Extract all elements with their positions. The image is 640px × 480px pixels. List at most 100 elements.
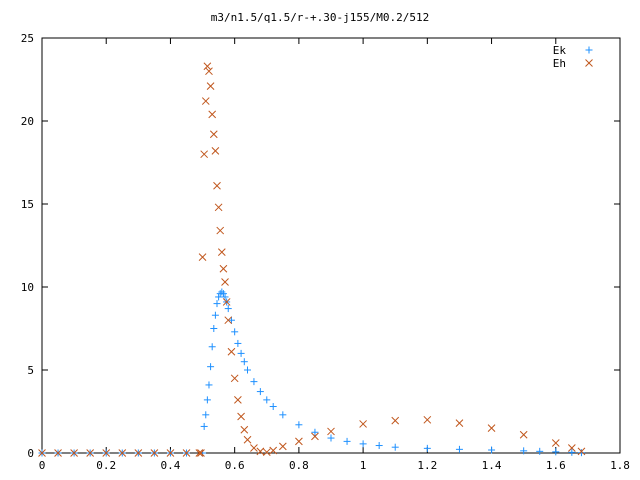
data-point (118, 449, 127, 457)
data-point (166, 449, 175, 457)
data-point (182, 449, 191, 457)
data-point (375, 442, 383, 450)
series-ek (38, 288, 585, 457)
data-point (222, 298, 231, 306)
data-point (577, 449, 585, 457)
axes: 0 0.2 0.4 0.6 0.8 1 1.2 1.4 1.6 1.8 0 5 10 15 20 25 (21, 32, 630, 472)
chart-title: m3/n1.5/q1.5/r-+.30-j155/M0.2/512 (211, 11, 430, 24)
data-point (200, 150, 209, 159)
y-tick-label: 15 (21, 198, 34, 211)
data-point (207, 363, 215, 371)
data-point (227, 316, 235, 324)
data-point (311, 428, 319, 436)
data-point (423, 415, 432, 424)
data-point (213, 181, 221, 190)
data-point (250, 378, 258, 386)
data-point (327, 434, 335, 442)
data-point (455, 445, 463, 453)
data-point (391, 416, 400, 425)
data-point (150, 449, 159, 457)
data-point (209, 130, 218, 139)
data-point (237, 349, 245, 357)
data-point (206, 82, 215, 90)
x-tick-label: 1.8 (610, 459, 630, 472)
data-point (269, 446, 278, 455)
data-point (244, 366, 252, 374)
data-point (279, 411, 287, 419)
data-point (577, 447, 586, 456)
data-point (240, 425, 249, 434)
data-point (38, 449, 46, 457)
data-point (199, 449, 207, 457)
data-point (230, 374, 239, 383)
data-point (211, 311, 219, 319)
data-point (227, 347, 236, 356)
legend-marker (585, 46, 593, 54)
data-point (215, 293, 223, 301)
data-point (237, 412, 245, 421)
data-point (359, 420, 367, 428)
x-tick-label: 0.4 (161, 459, 181, 472)
data-point (214, 203, 223, 212)
data-point (343, 437, 351, 445)
data-point (211, 147, 220, 155)
data-point (216, 226, 225, 235)
data-point (552, 448, 560, 456)
legend-marker (585, 59, 593, 67)
data-point (205, 381, 213, 389)
data-point (250, 444, 258, 452)
data-point (520, 447, 528, 455)
data-point (256, 447, 265, 456)
x-tick-label: 1 (360, 459, 367, 472)
legend-label: Eh (553, 57, 566, 70)
data-point (243, 435, 252, 444)
legend-label: Ek (553, 44, 567, 57)
data-point (240, 358, 248, 366)
data-point (567, 444, 576, 452)
data-point (213, 300, 221, 308)
data-point (231, 328, 239, 336)
x-tick-label: 0.2 (96, 459, 116, 472)
data-point (219, 264, 228, 273)
x-tick-label: 0.6 (225, 459, 245, 472)
data-point (198, 253, 207, 261)
data-point (221, 293, 229, 301)
data-point (487, 424, 496, 432)
data-point (54, 449, 62, 457)
data-point (195, 449, 204, 457)
data-point (202, 411, 210, 419)
data-point (203, 396, 211, 404)
data-point (203, 62, 212, 71)
data-point (295, 421, 303, 429)
data-point (224, 305, 232, 313)
x-tick-label: 1.4 (482, 459, 502, 472)
x-tick-label: 0 (39, 459, 46, 472)
x-tick-label: 1.6 (546, 459, 566, 472)
data-point (263, 396, 271, 404)
y-tick-label: 0 (27, 447, 34, 460)
data-point (391, 443, 399, 451)
data-point (219, 290, 227, 298)
data-point (256, 388, 264, 396)
data-point (102, 449, 111, 457)
data-point (134, 449, 143, 457)
x-tick-label: 1.2 (417, 459, 437, 472)
data-point (262, 448, 271, 457)
y-tick-label: 5 (27, 364, 34, 377)
data-point (536, 447, 544, 455)
data-point (197, 449, 205, 457)
y-tick-label: 10 (21, 281, 34, 294)
data-point (224, 316, 233, 325)
data-point (488, 446, 496, 454)
data-point (278, 442, 287, 451)
data-point (86, 449, 95, 457)
data-point (208, 343, 216, 351)
data-point (234, 339, 242, 347)
data-point (295, 437, 303, 446)
data-point (519, 430, 528, 439)
plot-frame (41, 37, 621, 454)
data-point (200, 422, 208, 430)
data-point (311, 432, 319, 441)
data-point (210, 325, 218, 332)
